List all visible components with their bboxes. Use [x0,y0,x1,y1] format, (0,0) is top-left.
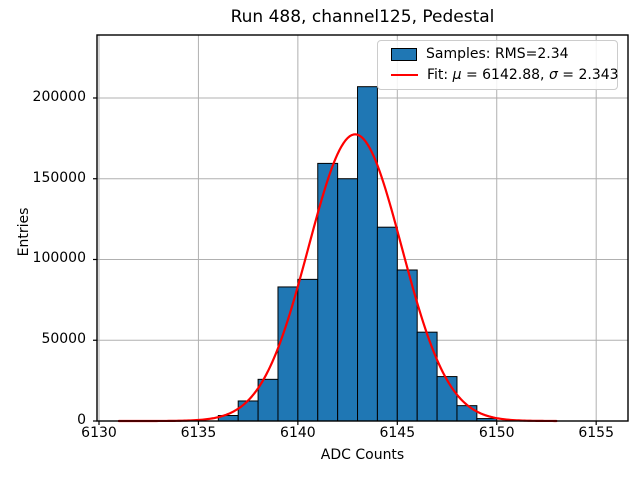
x-axis-label: ADC Counts [320,447,405,463]
x-tick-label: 6150 [478,425,515,441]
histogram-bar [416,331,438,422]
y-tick-label: 0 [77,412,86,428]
histogram-bar [456,405,478,422]
x-tick-label: 6135 [180,425,217,441]
histogram-bar [436,376,458,422]
y-tick-label: 200000 [32,88,86,105]
x-tick-label: 6155 [578,425,614,441]
legend: Samples: RMS=2.34 Fit: μ = 6142.88, σ = … [377,40,619,90]
axes-spines [96,34,629,422]
x-tick-label: 6145 [379,425,416,441]
histogram-bar [297,278,319,422]
legend-fit-label: Fit: μ = 6142.88, σ = 2.343 [427,67,619,84]
legend-fit-label-part: = 2.343 [557,66,619,83]
x-tick-label: 6130 [81,425,117,441]
fit-line-icon [391,74,418,77]
histogram-bar [237,400,259,422]
histogram-bar [337,178,359,422]
legend-fit-label-part: σ [548,66,558,83]
chart-title: Run 488, channel125, Pedestal [230,7,495,27]
legend-fit-label-part: μ [452,66,462,83]
y-tick-label: 100000 [32,250,86,267]
legend-entry-fit: Fit: μ = 6142.88, σ = 2.343 [391,67,619,84]
y-tick-label: 50000 [41,331,86,348]
legend-samples-label: Samples: RMS=2.34 [426,46,569,63]
histogram-bar [376,226,398,422]
legend-fit-label-part: Fit: [427,66,453,83]
x-tick-label: 6140 [280,425,316,441]
histogram-bar [277,286,299,422]
legend-fit-label-part: = 6142.88, [461,66,549,83]
histogram-swatch-icon [391,48,417,62]
y-tick-label: 150000 [32,169,86,186]
legend-entry-samples: Samples: RMS=2.34 [391,46,609,63]
